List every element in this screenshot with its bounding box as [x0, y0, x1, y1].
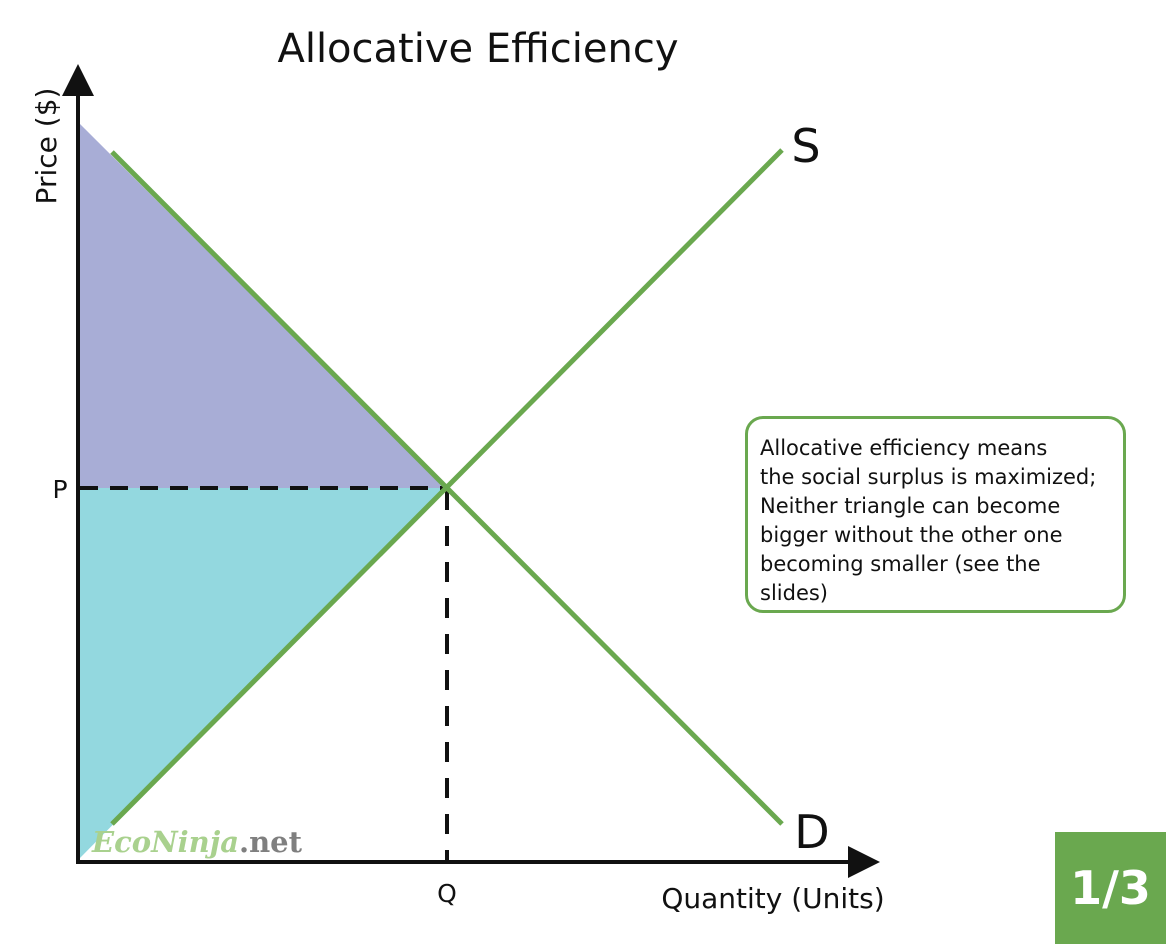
- note-line: becoming smaller (see the: [760, 552, 1041, 576]
- price-marker-label: P: [52, 475, 67, 504]
- demand-curve: [110, 150, 784, 826]
- y-axis-arrow-icon: [62, 64, 94, 96]
- x-axis-arrow-icon: [848, 846, 880, 878]
- slide-counter-badge: 1/3: [1055, 832, 1166, 944]
- chart-title: Allocative Efficiency: [277, 26, 678, 72]
- demand-label: D: [794, 805, 829, 859]
- note-line: Neither triangle can become: [760, 494, 1061, 518]
- supply-label: S: [791, 119, 820, 173]
- explanation-note: Allocative efficiency means the social s…: [745, 416, 1126, 613]
- watermark-part1: EcoNinja: [91, 825, 239, 859]
- note-line: Allocative efficiency means: [760, 436, 1048, 460]
- x-axis-label: Quantity (Units): [661, 882, 884, 915]
- watermark-part2: .net: [239, 825, 303, 859]
- note-line: bigger without the other one: [760, 523, 1063, 547]
- quantity-marker-label: Q: [437, 879, 457, 908]
- note-line: slides): [760, 581, 828, 605]
- watermark: EcoNinja.net: [91, 825, 303, 859]
- y-axis-label: Price ($): [30, 88, 63, 205]
- note-line: the social surplus is maximized;: [760, 465, 1097, 489]
